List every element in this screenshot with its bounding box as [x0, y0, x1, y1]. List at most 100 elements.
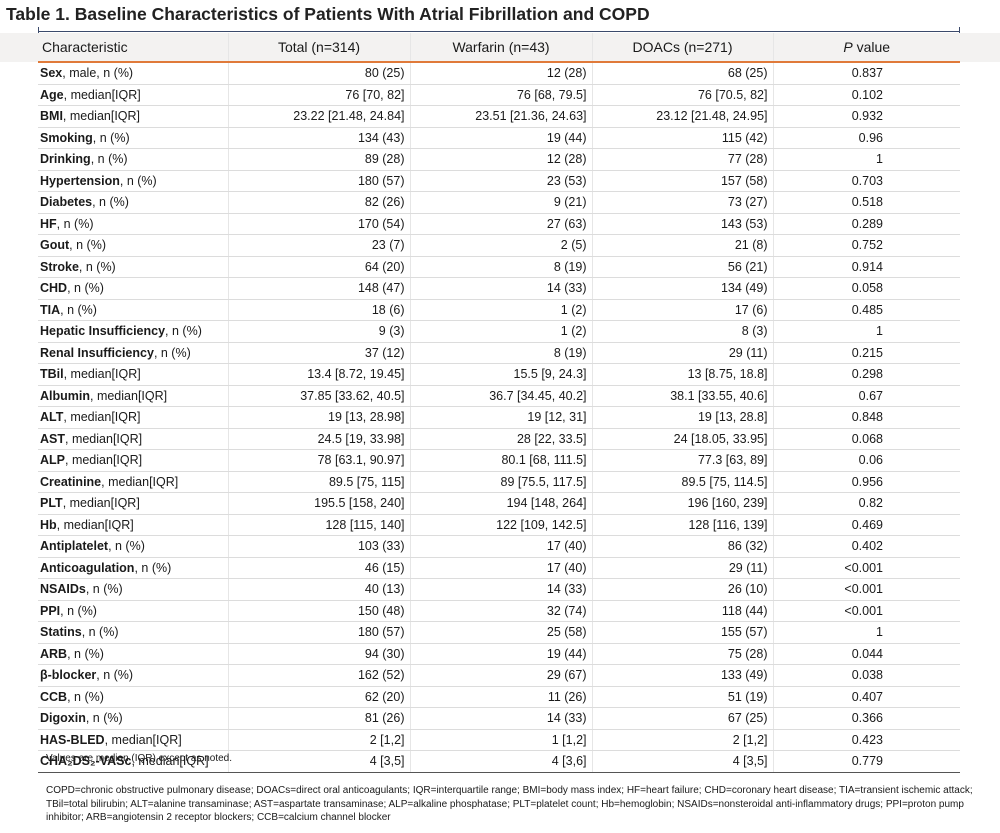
cell: 68 (25)	[591, 62, 773, 85]
characteristic: TBil, median[IQR]	[38, 363, 228, 386]
characteristic-name: HAS-BLED	[40, 732, 105, 747]
column-header: DOACs (n=271)	[591, 33, 773, 63]
cell: 17 (6)	[591, 299, 773, 321]
header-row: Characteristic Total (n=314) Warfarin (n=4…	[38, 33, 960, 63]
characteristic: Stroke, n (%)	[38, 256, 228, 278]
cell: 115 (42)	[591, 127, 773, 149]
characteristic: Digoxin, n (%)	[38, 707, 228, 730]
column-header: Total (n=314)	[227, 33, 410, 63]
characteristic-name: PLT	[40, 496, 63, 511]
cell: 14 (33)	[409, 578, 592, 601]
cell: 0.752	[772, 234, 960, 257]
table-row: Albumin, median[IQR] 37.85 [33.62, 40.5] 3…	[38, 385, 960, 407]
characteristic: Hb, median[IQR]	[38, 514, 228, 536]
cell: 77 (28)	[591, 148, 773, 171]
characteristic-detail: , median[IQR]	[131, 754, 209, 769]
characteristic: Drinking, n (%)	[38, 148, 228, 171]
characteristic-name: NSAIDs	[40, 582, 86, 597]
cell: 162 (52)	[227, 664, 410, 687]
cell: 27 (63)	[409, 213, 592, 235]
cell: 64 (20)	[227, 256, 410, 278]
characteristic-detail: , n (%)	[108, 539, 145, 554]
characteristic-detail: , n (%)	[78, 259, 116, 274]
characteristic-name: Anticoagulation	[40, 560, 135, 575]
table-row: Digoxin, n (%) 81 (26) 14 (33) 67 (25) 0.366	[38, 707, 960, 730]
table-row: Gout, n (%) 23 (7) 2 (5) 21 (8) 0.752	[38, 234, 960, 257]
characteristic-detail: , n (%)	[92, 195, 129, 210]
table-row: Anticoagulation, n (%) 46 (15) 17 (40) 29 (…	[38, 557, 960, 579]
cell: 13.4 [8.72, 19.45]	[227, 363, 410, 386]
cell: <0.001	[772, 578, 960, 601]
cell: 0.914	[772, 256, 960, 278]
rule-tick	[38, 27, 39, 36]
cell: 77.3 [63, 89]	[591, 449, 773, 472]
characteristic: HAS-BLED, median[IQR]	[38, 729, 228, 751]
characteristic-detail: , n (%)	[92, 130, 130, 145]
cell: 37 (12)	[227, 342, 410, 364]
characteristic-name: Hepatic Insufficiency	[40, 324, 166, 339]
characteristic-name: Gout	[40, 238, 70, 253]
characteristic-name: Creatinine	[40, 474, 102, 489]
cell: 12 (28)	[409, 62, 592, 85]
abbreviation-line: TBil=total bilirubin; ALT=alanine transa…	[46, 798, 964, 810]
cell: 150 (48)	[227, 600, 410, 622]
cell: 14 (33)	[409, 277, 592, 300]
characteristic-name: Antiplatelet	[40, 539, 109, 554]
table-row: PLT, median[IQR] 195.5 [158, 240] 194 [148…	[38, 492, 960, 515]
cell: 195.5 [158, 240]	[227, 492, 410, 515]
cell: 23 (53)	[409, 170, 592, 192]
table-row: HAS-BLED, median[IQR] 2 [1,2] 1 [1,2] 2 [1,…	[38, 729, 960, 751]
cell: 0.67	[772, 385, 960, 407]
characteristic-name: CHD	[40, 281, 68, 296]
cell: 37.85 [33.62, 40.5]	[227, 385, 410, 407]
cell: 1	[772, 320, 960, 343]
cell: 46 (15)	[227, 557, 410, 579]
cell: 4 [3,6]	[409, 750, 592, 773]
abbreviations: COPD=chronic obstructive pulmonary disea…	[46, 784, 973, 825]
column-header: P value	[772, 33, 960, 63]
characteristic: Age, median[IQR]	[38, 84, 228, 106]
cell: 103 (33)	[227, 535, 410, 558]
characteristic-detail: , n (%)	[90, 152, 128, 167]
cell: 8 (3)	[591, 320, 773, 343]
characteristic-name: Renal Insufficiency	[40, 345, 154, 360]
cell: 157 (58)	[591, 170, 773, 192]
characteristic: TIA, n (%)	[38, 299, 228, 321]
cell: 26 (10)	[591, 578, 773, 601]
cell: 0.058	[772, 277, 960, 300]
cell: 12 (28)	[409, 148, 592, 171]
cell: 80.1 [68, 111.5]	[409, 449, 592, 472]
table-row: CHD, n (%) 148 (47) 14 (33) 134 (49) 0.058	[38, 277, 960, 300]
cell: 73 (27)	[591, 191, 773, 214]
cell: 0.82	[772, 492, 960, 515]
cell: 0.038	[772, 664, 960, 687]
cell: 148 (47)	[227, 277, 410, 300]
cell: 1 (2)	[409, 320, 592, 343]
characteristic-detail: , n (%)	[165, 324, 202, 339]
cell: 19 [12, 31]	[409, 406, 592, 429]
cell: 2 [1,2]	[227, 729, 410, 751]
characteristic: PPI, n (%)	[38, 600, 228, 622]
cell: 0.068	[772, 428, 960, 450]
cell: 19 [13, 28.8]	[591, 406, 773, 429]
cell: 17 (40)	[409, 557, 592, 579]
cell: 89.5 [75, 114.5]	[591, 471, 773, 493]
characteristic-name: Age	[40, 87, 64, 102]
cell: 0.469	[772, 514, 960, 536]
characteristic-detail: , median[IQR]	[104, 732, 182, 747]
cell: 133 (49)	[591, 664, 773, 687]
header-text: value	[856, 39, 891, 55]
table-row: Stroke, n (%) 64 (20) 8 (19) 56 (21) 0.914	[38, 256, 960, 278]
cell: 0.298	[772, 363, 960, 386]
cell: 21 (8)	[591, 234, 773, 257]
characteristic: Albumin, median[IQR]	[38, 385, 228, 407]
table-row: CCB, n (%) 62 (20) 11 (26) 51 (19) 0.407	[38, 686, 960, 708]
characteristic-name: CHA₂DS₂-VASc	[40, 754, 132, 769]
table-title: Table 1. Baseline Characteristics of Pat…	[6, 4, 650, 24]
cell: 0.485	[772, 299, 960, 321]
cell: 9 (21)	[409, 191, 592, 214]
cell: 19 (44)	[409, 643, 592, 665]
characteristic: HF, n (%)	[38, 213, 228, 235]
characteristic: CHA₂DS₂-VASc, median[IQR]	[38, 750, 228, 773]
